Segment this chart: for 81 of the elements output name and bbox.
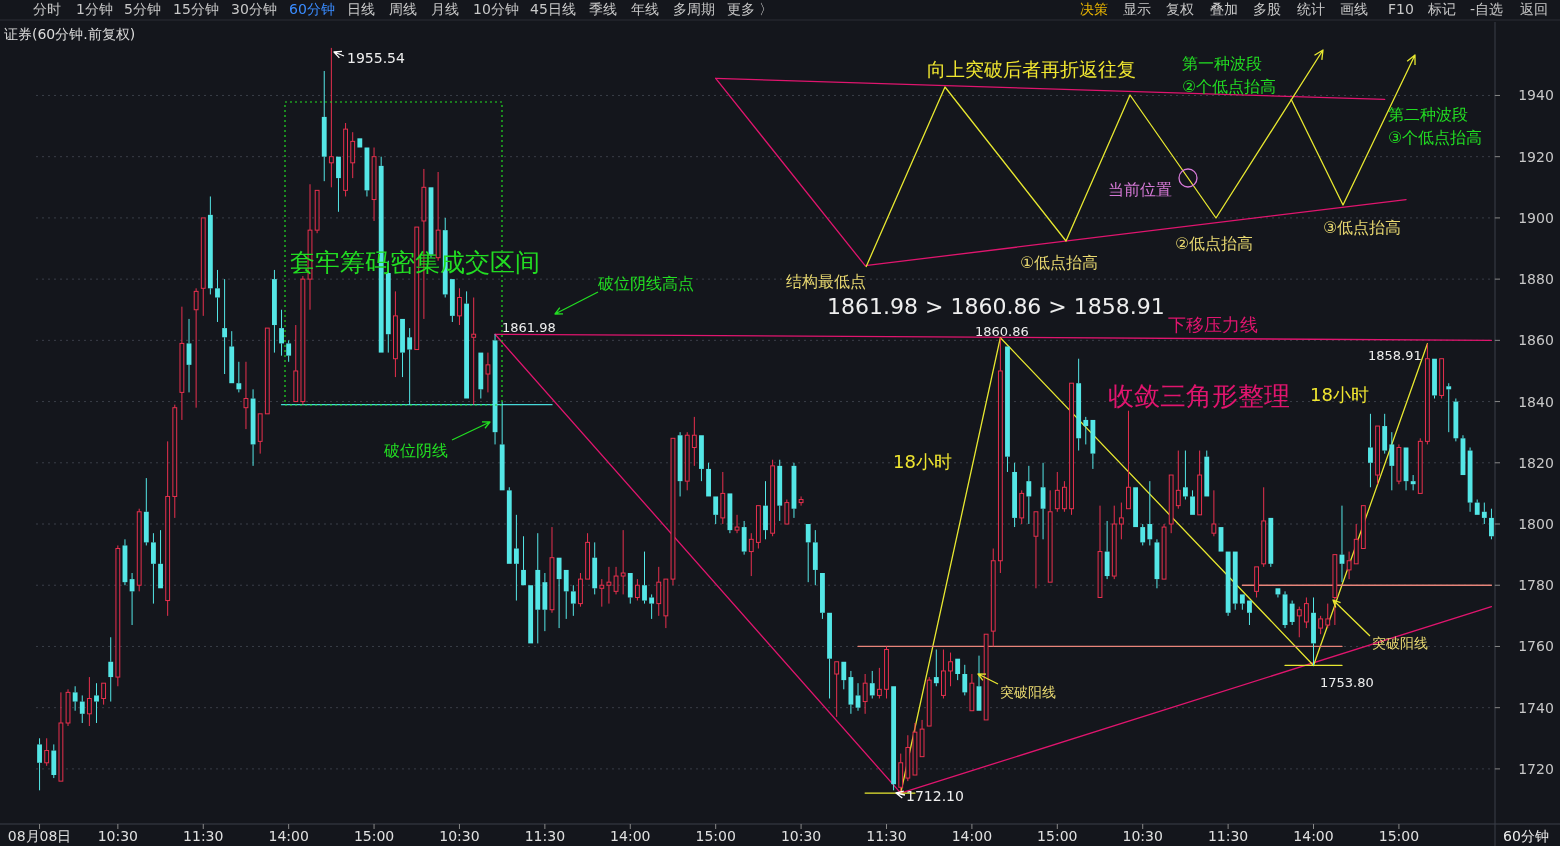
y-tick-label: 1780: [1518, 577, 1554, 594]
annotation: ③低点抬高: [1323, 218, 1402, 237]
annotation: ③个低点抬高: [1388, 128, 1483, 147]
text: -自选: [1470, 1, 1504, 17]
annotation: 18小时: [893, 451, 952, 472]
text: 标记: [1427, 1, 1456, 17]
annotation: 1955.54: [347, 50, 405, 66]
text: 更多 〉: [727, 1, 774, 17]
text: 5分钟: [124, 1, 161, 17]
x-tick-label: 15:00: [1378, 828, 1420, 844]
text: 显示: [1123, 1, 1151, 17]
x-tick-label: 15:00: [695, 828, 736, 844]
annotation: ①低点抬高: [1020, 253, 1099, 272]
y-tick-label: 1900: [1518, 209, 1554, 226]
annotation: ②低点抬高: [1175, 234, 1254, 253]
text: 复权: [1166, 1, 1194, 17]
text: 15分钟: [173, 1, 219, 17]
x-tick-label: 11:30: [866, 828, 907, 844]
annotation: 结构最低点: [786, 272, 866, 291]
y-tick-label: 1740: [1518, 699, 1554, 716]
text: 多周期: [673, 1, 715, 17]
annotation: 1753.80: [1320, 675, 1374, 690]
text: 45日线: [530, 1, 576, 17]
annotation: 1861.98: [502, 320, 556, 335]
x-tick-label: 11:30: [524, 828, 566, 844]
annotation: 破位阴线高点: [597, 274, 694, 293]
annotation: 当前位置: [1108, 180, 1172, 199]
x-tick-label: 08月08日: [7, 828, 72, 844]
x-tick-label: 11:30: [1207, 828, 1249, 844]
annotation: 1858.91: [1368, 348, 1422, 363]
text: 周线: [389, 1, 417, 17]
annotation: ②个低点抬高: [1182, 77, 1277, 96]
x-tick-label: 14:00: [1293, 828, 1334, 844]
x-tick-label: 10:30: [780, 828, 822, 844]
text: 决策: [1080, 1, 1108, 17]
y-tick-label: 1860: [1518, 332, 1554, 349]
text: 60分钟: [289, 1, 335, 17]
annotation: 向上突破后者再折返往复: [927, 58, 1136, 80]
text: 季线: [589, 1, 617, 17]
x-tick-label: 15:00: [353, 828, 395, 844]
x-tick-label: 14:00: [951, 828, 993, 844]
text: 60分钟: [1503, 828, 1549, 844]
text: 日线: [347, 1, 375, 17]
text: 10分钟: [473, 1, 519, 17]
y-tick-label: 1880: [1518, 271, 1554, 288]
x-tick-label: 10:30: [97, 828, 139, 844]
text: 年线: [631, 1, 659, 17]
x-tick-label: 15:00: [1037, 828, 1078, 844]
text: 30分钟: [231, 1, 277, 17]
y-tick-label: 1940: [1518, 87, 1554, 104]
y-tick-label: 1820: [1518, 454, 1554, 471]
annotation: 破位阴线: [383, 441, 448, 460]
x-tick-label: 14:00: [610, 828, 651, 844]
annotation: 1712.10: [906, 788, 964, 804]
text: F10: [1388, 1, 1414, 17]
text: 1分钟: [76, 1, 113, 17]
text: 多股: [1253, 1, 1281, 17]
annotation: 1861.98 > 1860.86 > 1858.91: [827, 294, 1165, 319]
x-tick-label: 11:30: [183, 828, 224, 844]
x-tick-label: 10:30: [439, 828, 480, 844]
annotation: 突破阳线: [1000, 684, 1056, 700]
y-tick-label: 1920: [1518, 148, 1554, 165]
chart-title: 证券(60分钟.前复权): [4, 26, 136, 42]
text: 统计: [1297, 1, 1325, 17]
text: 画线: [1340, 1, 1368, 17]
text: 分时: [33, 1, 61, 17]
annotation: 第一种波段: [1182, 54, 1262, 73]
text: 月线: [431, 1, 459, 17]
y-tick-label: 1720: [1518, 760, 1554, 777]
annotation: 1860.86: [975, 324, 1029, 339]
annotation: 下移压力线: [1168, 314, 1258, 335]
annotation: 18小时: [1310, 384, 1369, 405]
y-tick-label: 1760: [1518, 638, 1554, 655]
x-tick-label: 14:00: [268, 828, 309, 844]
text: 叠加: [1210, 1, 1238, 17]
annotation: 收敛三角形整理: [1108, 381, 1290, 411]
annotation: 第二种波段: [1388, 105, 1468, 124]
y-tick-label: 1840: [1518, 393, 1554, 410]
y-tick-label: 1800: [1518, 516, 1554, 533]
text: 返回: [1520, 1, 1548, 17]
x-tick-label: 10:30: [1122, 828, 1163, 844]
